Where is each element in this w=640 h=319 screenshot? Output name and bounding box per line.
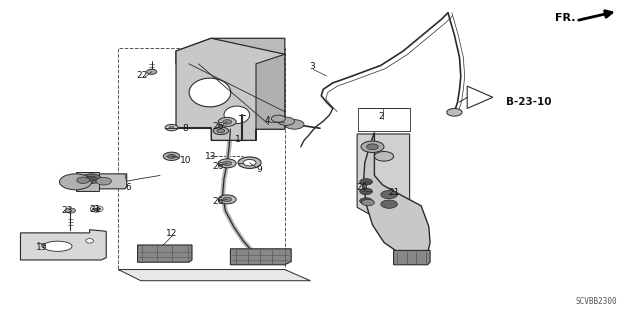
- Text: 3: 3: [310, 63, 315, 71]
- Bar: [118, 48, 285, 270]
- Text: 12: 12: [166, 229, 177, 238]
- Circle shape: [223, 197, 232, 202]
- Polygon shape: [92, 207, 101, 211]
- Text: 21: 21: [89, 205, 100, 214]
- Circle shape: [243, 160, 256, 166]
- Circle shape: [218, 159, 236, 168]
- Text: 26: 26: [212, 197, 223, 206]
- Polygon shape: [256, 54, 285, 140]
- Polygon shape: [357, 134, 410, 219]
- Text: 23: 23: [61, 206, 72, 215]
- Circle shape: [271, 115, 285, 122]
- Circle shape: [381, 190, 397, 199]
- Circle shape: [218, 117, 236, 126]
- Circle shape: [367, 144, 378, 150]
- Text: FR.: FR.: [556, 12, 576, 23]
- Circle shape: [361, 141, 384, 152]
- Text: SCVBB2300: SCVBB2300: [576, 297, 618, 306]
- Circle shape: [213, 127, 228, 135]
- Circle shape: [82, 174, 101, 183]
- Text: 26: 26: [212, 162, 223, 171]
- Polygon shape: [76, 172, 99, 191]
- Ellipse shape: [86, 239, 93, 243]
- Polygon shape: [138, 245, 192, 262]
- Circle shape: [77, 177, 90, 183]
- Text: 19: 19: [36, 243, 47, 252]
- Text: 2: 2: [378, 112, 383, 121]
- Circle shape: [65, 208, 76, 213]
- Circle shape: [360, 188, 372, 195]
- Text: 21: 21: [388, 189, 399, 197]
- Text: 8: 8: [183, 124, 188, 133]
- Text: 13: 13: [205, 152, 217, 161]
- Text: 4: 4: [265, 116, 270, 125]
- Polygon shape: [99, 174, 127, 189]
- Circle shape: [96, 177, 111, 185]
- Text: 1: 1: [236, 135, 241, 144]
- Circle shape: [360, 198, 372, 204]
- Ellipse shape: [224, 106, 250, 124]
- Polygon shape: [118, 270, 310, 281]
- Circle shape: [238, 157, 261, 168]
- Text: 20: 20: [356, 183, 367, 192]
- Circle shape: [223, 161, 232, 166]
- Circle shape: [278, 117, 294, 125]
- Circle shape: [218, 195, 236, 204]
- Ellipse shape: [43, 241, 72, 251]
- Circle shape: [165, 124, 178, 131]
- Polygon shape: [176, 38, 285, 140]
- Circle shape: [60, 174, 92, 190]
- Polygon shape: [364, 132, 430, 257]
- Circle shape: [223, 120, 232, 124]
- Text: 26: 26: [212, 122, 223, 131]
- Circle shape: [168, 154, 175, 158]
- Circle shape: [285, 120, 304, 129]
- Text: 10: 10: [180, 156, 191, 165]
- Circle shape: [217, 129, 225, 133]
- Text: 22: 22: [136, 71, 148, 80]
- Text: B-23-10: B-23-10: [506, 97, 551, 107]
- Polygon shape: [394, 250, 430, 265]
- Circle shape: [169, 126, 174, 129]
- Polygon shape: [20, 230, 106, 260]
- Ellipse shape: [189, 78, 231, 107]
- Circle shape: [374, 152, 394, 161]
- Text: 6: 6: [125, 183, 131, 192]
- Circle shape: [447, 108, 462, 116]
- Polygon shape: [176, 38, 285, 64]
- Text: 9: 9: [257, 165, 262, 174]
- Circle shape: [147, 69, 157, 74]
- Polygon shape: [230, 249, 291, 265]
- Circle shape: [163, 152, 180, 160]
- Circle shape: [86, 176, 97, 181]
- Circle shape: [381, 200, 397, 208]
- Circle shape: [360, 179, 372, 185]
- Circle shape: [362, 199, 374, 206]
